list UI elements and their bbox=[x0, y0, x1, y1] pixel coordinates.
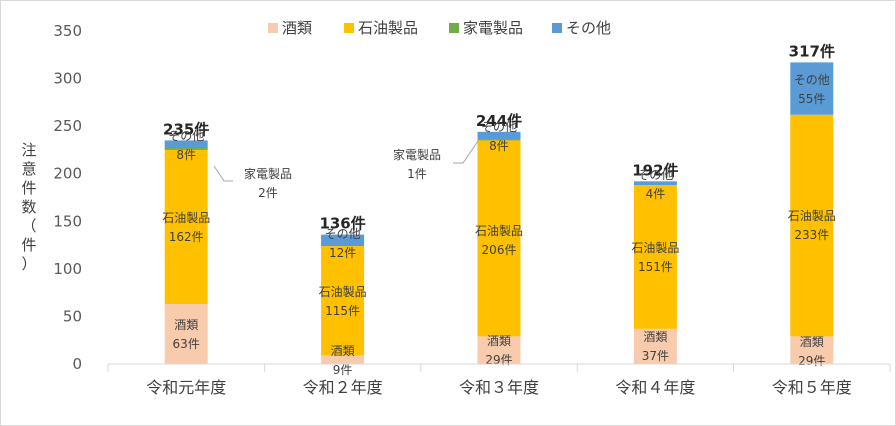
legend-label: 石油製品 bbox=[358, 19, 418, 37]
bar-segment bbox=[477, 139, 521, 141]
x-tick-label: 令和３年度 bbox=[459, 378, 539, 397]
bar-segment bbox=[633, 185, 677, 329]
y-tick-label: 100 bbox=[53, 260, 82, 278]
segment-label: 8件 bbox=[176, 148, 196, 162]
bar-segment bbox=[164, 304, 208, 364]
segment-label: 石油製品 bbox=[319, 285, 367, 299]
legend-swatch bbox=[552, 23, 562, 33]
segment-label: 206件 bbox=[482, 243, 517, 257]
segment-label: 29件 bbox=[798, 354, 825, 368]
x-tick-label: 令和４年度 bbox=[615, 378, 695, 397]
segment-label: 115件 bbox=[325, 304, 360, 318]
y-axis: 0 50 100 150 200 250 300 350 注意件数（件） bbox=[21, 22, 82, 373]
segment-label: 酒類 bbox=[331, 344, 355, 358]
legend-label: 家電製品 bbox=[463, 19, 523, 37]
segment-label: 4件 bbox=[646, 187, 666, 201]
segment-label: 酒類 bbox=[174, 318, 198, 332]
bar-segment bbox=[790, 114, 834, 337]
total-label: 136件 bbox=[319, 215, 365, 233]
segment-label: 12件 bbox=[329, 246, 356, 260]
x-tick-label: 令和２年度 bbox=[303, 378, 383, 397]
y-tick-label: 350 bbox=[53, 22, 82, 40]
bar-segment bbox=[164, 148, 208, 150]
segment-label: 8件 bbox=[489, 139, 509, 153]
total-label: 317件 bbox=[789, 42, 835, 60]
segment-label: 家電製品 bbox=[244, 166, 292, 181]
segment-label: その他 bbox=[794, 73, 830, 87]
legend-label: その他 bbox=[566, 19, 611, 37]
x-tick-label: 令和元年度 bbox=[146, 378, 226, 397]
y-tick-label: 250 bbox=[53, 117, 82, 135]
segment-label: その他 bbox=[481, 120, 517, 134]
segment-label: 1件 bbox=[407, 167, 427, 181]
bar-segment bbox=[790, 62, 834, 115]
y-tick-label: 50 bbox=[63, 307, 82, 325]
x-axis: 令和元年度 令和２年度 令和３年度 令和４年度 令和５年度 bbox=[107, 363, 891, 397]
x-tick-label: 令和５年度 bbox=[772, 378, 852, 397]
segment-label: 酒類 bbox=[487, 334, 511, 348]
bar-segment bbox=[477, 336, 521, 364]
segment-label: その他 bbox=[168, 129, 204, 143]
y-tick-label: 150 bbox=[53, 212, 82, 230]
segment-label: 石油製品 bbox=[631, 241, 679, 255]
segment-label: 55件 bbox=[798, 92, 825, 106]
segment-label: 233件 bbox=[794, 228, 829, 242]
total-label: 235件 bbox=[163, 120, 209, 138]
segment-label: 9件 bbox=[333, 363, 353, 377]
bar-segment bbox=[790, 336, 834, 364]
segment-label: 家電製品 bbox=[393, 147, 441, 162]
legend-label: 酒類 bbox=[282, 19, 312, 37]
y-tick-label: 0 bbox=[72, 355, 82, 373]
y-tick-label: 300 bbox=[53, 70, 82, 88]
segment-label: 37件 bbox=[642, 349, 669, 363]
legend: 酒類 石油製品 家電製品 その他 bbox=[268, 19, 611, 37]
segment-label: その他 bbox=[325, 227, 361, 241]
segment-label: 2件 bbox=[258, 186, 278, 200]
bar-segment bbox=[633, 328, 677, 364]
bar-segment bbox=[321, 234, 365, 247]
bar-segment bbox=[164, 140, 208, 149]
plot-area: 235件136件244件192件317件酒類63件石油製品162件その他8件家電… bbox=[162, 42, 836, 377]
segment-label: 酒類 bbox=[643, 330, 667, 344]
segment-label: 酒類 bbox=[800, 335, 824, 349]
total-label: 244件 bbox=[476, 112, 522, 130]
bar-segment bbox=[477, 131, 521, 140]
bar-segment bbox=[164, 149, 208, 305]
legend-swatch bbox=[344, 23, 354, 33]
segment-label: 石油製品 bbox=[162, 211, 210, 225]
segment-label: 29件 bbox=[485, 353, 512, 367]
segment-label: 63件 bbox=[173, 337, 200, 351]
segment-label: その他 bbox=[637, 168, 673, 182]
y-tick-label: 200 bbox=[53, 165, 82, 183]
bar-segment bbox=[321, 355, 365, 364]
leader-line bbox=[453, 140, 479, 164]
y-axis-title: 注意件数（件） bbox=[21, 141, 36, 273]
segment-label: 162件 bbox=[169, 230, 204, 244]
segment-label: 151件 bbox=[638, 260, 673, 274]
leader-line bbox=[213, 165, 233, 182]
legend-swatch bbox=[449, 23, 459, 33]
legend-swatch bbox=[268, 23, 278, 33]
bar-segment bbox=[477, 140, 521, 337]
segment-label: 石油製品 bbox=[788, 209, 836, 223]
bar-segment bbox=[321, 246, 365, 356]
segment-label: 石油製品 bbox=[475, 224, 523, 238]
bar-segment bbox=[633, 181, 677, 186]
total-label: 192件 bbox=[632, 161, 678, 179]
